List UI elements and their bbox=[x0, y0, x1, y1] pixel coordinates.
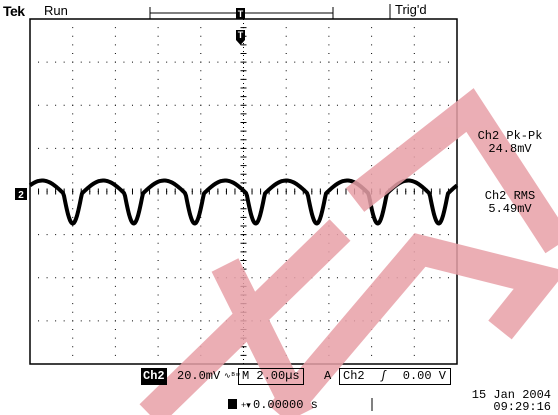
trigger-position-marker-icon: T bbox=[236, 8, 245, 19]
trigger-settings[interactable]: Ch2 ʃ 0.00 V bbox=[339, 368, 451, 385]
measurement-rms: Ch2 RMS 5.49mV bbox=[462, 190, 558, 216]
trigger-marker-icon: T bbox=[236, 30, 245, 45]
rising-edge-icon: ʃ bbox=[379, 369, 388, 383]
volts-per-div[interactable]: 20.0mV bbox=[177, 369, 221, 383]
measurement-name: Ch2 RMS bbox=[484, 189, 536, 203]
date-label: 15 Jan 2004 bbox=[471, 388, 551, 402]
trigger-source: Ch2 bbox=[343, 369, 365, 383]
channel-indicator[interactable]: Ch2 bbox=[141, 368, 167, 385]
status-bar: Ch2 20.0mV ∿ᴮʷ M 2.00µs A Ch2 ʃ 0.00 V bbox=[141, 368, 458, 386]
record-window-bracket bbox=[149, 4, 391, 19]
timebase[interactable]: M 2.00µs bbox=[238, 368, 304, 385]
svg-text:+▾: +▾ bbox=[241, 400, 251, 410]
channel-2-ground-marker-icon: 2 bbox=[15, 188, 27, 201]
svg-text:2: 2 bbox=[18, 190, 24, 201]
measurement-value: 24.8mV bbox=[488, 142, 532, 156]
ch2-waveform bbox=[28, 178, 459, 226]
trigger-status: Trig'd bbox=[395, 2, 427, 17]
watermark-graphic bbox=[139, 88, 558, 415]
svg-text:T: T bbox=[238, 30, 244, 40]
svg-text:T: T bbox=[238, 9, 244, 19]
acquisition-status: Run bbox=[44, 3, 68, 18]
bandwidth-limit-icon: ∿ᴮʷ bbox=[224, 372, 241, 381]
timestamp: 15 Jan 2004 09:29:16 bbox=[465, 389, 551, 413]
time-label: 09:29:16 bbox=[493, 400, 551, 414]
horizontal-offset: 0.00000 s bbox=[253, 398, 318, 412]
offset-marker-icon: +▾ bbox=[228, 399, 251, 410]
measurement-name: Ch2 Pk-Pk bbox=[477, 129, 543, 143]
trigger-mode[interactable]: A bbox=[324, 369, 332, 383]
measurement-value: 5.49mV bbox=[488, 202, 532, 216]
brand-label: Tek bbox=[3, 3, 25, 19]
measurement-pk-pk: Ch2 Pk-Pk 24.8mV bbox=[462, 130, 558, 156]
trigger-level: 0.00 V bbox=[402, 369, 446, 383]
